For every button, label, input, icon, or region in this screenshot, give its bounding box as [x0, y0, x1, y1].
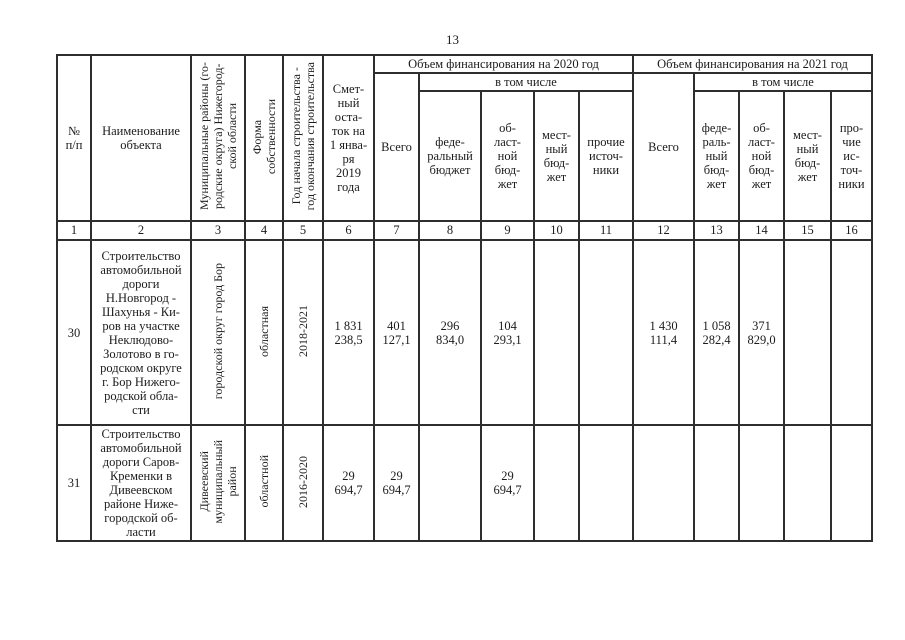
cell-local-2020 [533, 239, 580, 426]
col-header-balance: Смет- ный оста- ток на 1 янва- ря 2019 г… [322, 54, 375, 222]
col-header-federal-2020: феде- ральный бюджет [418, 90, 482, 222]
cell-other-2020 [578, 239, 634, 426]
group-header-including-2021: в том числе [693, 72, 873, 92]
col-header-total-2020: Всего [373, 72, 420, 222]
cell-oblast-2021: 371 829,0 [738, 239, 785, 426]
col-header-other-2021: про- чие ис- точ- ники [830, 90, 873, 222]
cell-other-2021 [830, 424, 873, 542]
column-numbers-row: 1 2 3 4 5 6 7 8 9 10 11 12 13 14 15 16 [56, 220, 873, 241]
column-number: 8 [418, 220, 482, 241]
cell-object-name: Строительство автомобильной дороги Саров… [90, 424, 192, 542]
col-header-ownership: Форма собственности [244, 54, 284, 222]
column-number: 12 [632, 220, 695, 241]
cell-balance: 1 831 238,5 [322, 239, 375, 426]
col-header-no: № п/п [56, 54, 92, 222]
cell-other-2021 [830, 239, 873, 426]
cell-federal-2020 [418, 424, 482, 542]
cell-object-name: Строительство автомобильной дороги Н.Нов… [90, 239, 192, 426]
cell-oblast-2021 [738, 424, 785, 542]
column-number: 14 [738, 220, 785, 241]
cell-other-2020 [578, 424, 634, 542]
group-header-fin-2021: Объем финансирования на 2021 год [632, 54, 873, 74]
cell-balance: 29 694,7 [322, 424, 375, 542]
col-header-district-label: Муниципальные районы (го- родские округа… [197, 62, 239, 211]
col-header-local-2020: мест- ный бюд- жет [533, 90, 580, 222]
column-number: 10 [533, 220, 580, 241]
cell-row-number: 30 [56, 239, 92, 426]
col-header-district: Муниципальные районы (го- родские округа… [190, 54, 246, 222]
page-number: 13 [446, 32, 459, 47]
header-row-top: № п/п Наименование объекта Муниципальные… [56, 54, 873, 222]
cell-district-label: Дивеевский муниципальный район [197, 439, 239, 524]
column-number: 1 [56, 220, 92, 241]
cell-row-number: 31 [56, 424, 92, 542]
cell-local-2021 [783, 239, 832, 426]
cell-total-2020: 401 127,1 [373, 239, 420, 426]
column-number: 15 [783, 220, 832, 241]
cell-federal-2020: 296 834,0 [418, 239, 482, 426]
column-number: 4 [244, 220, 284, 241]
column-number: 13 [693, 220, 740, 241]
col-header-ownership-label: Форма собственности [250, 98, 278, 175]
col-header-federal-2021: феде- раль- ный бюд- жет [693, 90, 740, 222]
column-number: 2 [90, 220, 192, 241]
cell-total-2021: 1 430 111,4 [632, 239, 695, 426]
group-header-fin-2020: Объем финансирования на 2020 год [373, 54, 634, 74]
cell-district-label: городской округ город Бор [211, 262, 225, 400]
cell-ownership: областная [244, 239, 284, 426]
col-header-local-2021: мест- ный бюд- жет [783, 90, 832, 222]
cell-total-2020: 29 694,7 [373, 424, 420, 542]
col-header-oblast-2020: об- ласт- ной бюд- жет [480, 90, 535, 222]
col-header-other-2020: прочие источ- ники [578, 90, 634, 222]
cell-ownership: областной [244, 424, 284, 542]
cell-local-2021 [783, 424, 832, 542]
cell-federal-2021 [693, 424, 740, 542]
col-header-oblast-2021: об- ласт- ной бюд- жет [738, 90, 785, 222]
cell-years-label: 2018-2021 [296, 305, 310, 357]
cell-years: 2018-2021 [282, 239, 324, 426]
col-header-object: Наименование объекта [90, 54, 192, 222]
cell-federal-2021: 1 058 282,4 [693, 239, 740, 426]
column-number: 5 [282, 220, 324, 241]
cell-total-2021 [632, 424, 695, 542]
cell-years: 2016-2020 [282, 424, 324, 542]
col-header-total-2021: Всего [632, 72, 695, 222]
col-header-years: Год начала строительства - год окончания… [282, 54, 324, 222]
cell-local-2020 [533, 424, 580, 542]
cell-ownership-label: областная [257, 305, 271, 357]
header-row-including: Всего в том числе Всего в том числе [57, 72, 873, 222]
cell-district: Дивеевский муниципальный район [190, 424, 246, 542]
col-header-years-label: Год начала строительства - год окончания… [289, 62, 317, 211]
column-number: 7 [373, 220, 420, 241]
cell-district: городской округ город Бор [190, 239, 246, 426]
cell-years-label: 2016-2020 [296, 455, 310, 508]
header-row-budgets: феде- ральный бюджет об- ласт- ной бюд- … [57, 90, 873, 222]
financing-table: № п/п Наименование объекта Муниципальные… [56, 54, 873, 542]
table-row-31: 31 Строительство автомобильной дороги Са… [56, 424, 873, 542]
cell-oblast-2020: 104 293,1 [480, 239, 535, 426]
column-number: 16 [830, 220, 873, 241]
table-row-30: 30 Строительство автомобильной дороги Н.… [56, 239, 873, 426]
column-number: 3 [190, 220, 246, 241]
cell-ownership-label: областной [257, 455, 271, 508]
column-number: 6 [322, 220, 375, 241]
cell-oblast-2020: 29 694,7 [480, 424, 535, 542]
column-number: 11 [578, 220, 634, 241]
group-header-including-2020: в том числе [418, 72, 634, 92]
column-number: 9 [480, 220, 535, 241]
